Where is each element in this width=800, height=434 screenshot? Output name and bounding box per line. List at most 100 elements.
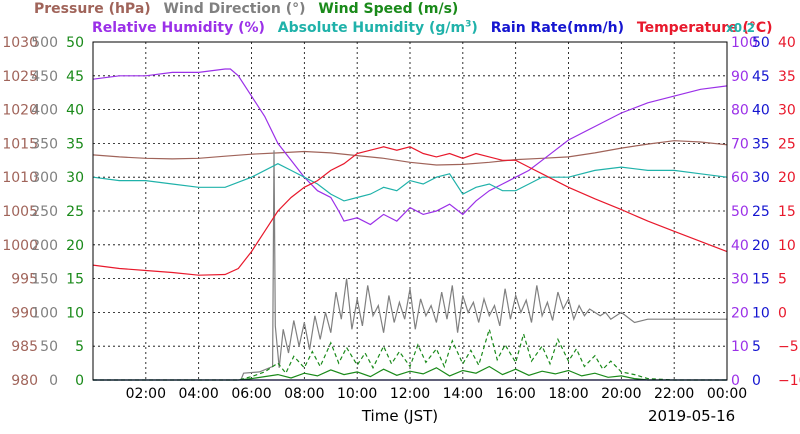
x-tick-label: 06:00 — [231, 386, 271, 402]
y-tick-label-wind_direction: 300 — [31, 170, 58, 186]
y-tick-label-wind_speed: 30 — [66, 170, 84, 186]
y-tick-label-pressure: 1000 — [2, 238, 38, 254]
y-tick-label-temperature: 10 — [778, 238, 796, 254]
x-tick-label: 00:00 — [707, 386, 747, 402]
x-tick-label: 10:00 — [337, 386, 377, 402]
y-tick-label-wind_direction: 100 — [31, 305, 58, 321]
y-tick-label-wind_speed: 50 — [66, 35, 84, 51]
legend-row-1: Pressure (hPa) Wind Direction (°) Wind S… — [34, 1, 466, 17]
y-tick-label-rain_rate: 15 — [752, 272, 770, 288]
y-tick-label-relative_humidity: 20 — [731, 305, 749, 321]
legend-rain-rate: Rain Rate(mm/h) — [490, 20, 625, 36]
y-tick-label-wind_direction: 150 — [31, 272, 58, 288]
legend-relative-humidity: Relative Humidity (%) — [92, 20, 265, 36]
y-tick-label-temperature: 15 — [778, 204, 796, 220]
y-tick-label-relative_humidity: 80 — [731, 103, 749, 119]
x-tick-label: 20:00 — [601, 386, 641, 402]
y-tick-label-relative_humidity: 50 — [731, 204, 749, 220]
y-tick-label-temperature: 20 — [778, 170, 796, 186]
x-tick-label: 22:00 — [654, 386, 694, 402]
y-tick-label-pressure: 1015 — [2, 136, 38, 152]
y-tick-label-rain_rate: 30 — [752, 170, 770, 186]
y-tick-label-temperature: −5 — [778, 339, 799, 355]
y-tick-label-pressure: 985 — [11, 339, 38, 355]
y-tick-label-wind_direction: 400 — [31, 103, 58, 119]
y-tick-label-wind_speed: 0 — [75, 373, 84, 389]
y-tick-label-pressure: 980 — [11, 373, 38, 389]
y-tick-label-pressure: 995 — [11, 272, 38, 288]
y-tick-label-relative_humidity: 60 — [731, 170, 749, 186]
y-tick-label-wind_direction: 200 — [31, 238, 58, 254]
y-tick-label-relative_humidity: 100 — [731, 35, 758, 51]
y-tick-label-rain_rate: 50 — [752, 35, 770, 51]
y-tick-label-wind_speed: 15 — [66, 272, 84, 288]
y-tick-label-relative_humidity: 70 — [731, 136, 749, 152]
x-tick-labels: 02:00 04:00 06:00 08:00 10:00 12:00 14:00 16:00… — [126, 386, 748, 402]
y-tick-label-rain_rate: 20 — [752, 238, 770, 254]
y-tick-label-rain_rate: 10 — [752, 305, 770, 321]
grid — [93, 42, 727, 380]
series-line-temperature — [92, 146, 728, 276]
legend-wind-direction: Wind Direction (°) — [163, 1, 306, 17]
y-tick-label-wind_speed: 20 — [66, 238, 84, 254]
y-tick-label-wind_direction: 350 — [31, 136, 58, 152]
series-line-relative_humidity — [92, 68, 728, 226]
series-line-wind_direction — [240, 150, 727, 381]
y-tick-label-relative_humidity: 40 — [731, 238, 749, 254]
y-tick-label-wind_direction: 50 — [40, 339, 58, 355]
y-tick-label-wind_direction: 0 — [49, 373, 58, 389]
series-line-wind_speed — [93, 365, 727, 381]
abs-humidity-scale-note: x0.2 — [726, 21, 755, 35]
y-tick-label-wind_speed: 40 — [66, 103, 84, 119]
y-tick-label-relative_humidity: 10 — [731, 339, 749, 355]
y-tick-label-temperature: 25 — [778, 136, 796, 152]
y-tick-label-rain_rate: 45 — [752, 69, 770, 85]
x-axis-label: Time (JST) — [361, 407, 439, 425]
series-line-pressure — [92, 140, 728, 166]
series-line-absolute_humidity — [92, 163, 728, 202]
y-tick-label-pressure: 1025 — [2, 69, 38, 85]
y-tick-label-pressure: 990 — [11, 305, 38, 321]
y-tick-label-rain_rate: 0 — [752, 373, 761, 389]
y-tick-label-pressure: 1030 — [2, 35, 38, 51]
y-tick-label-temperature: 5 — [778, 272, 787, 288]
legend-temperature: Temperature (°C) — [636, 20, 773, 36]
y-tick-label-pressure: 1020 — [2, 103, 38, 119]
y-tick-label-relative_humidity: 90 — [731, 69, 749, 85]
x-tick-label: 14:00 — [443, 386, 483, 402]
y-tick-label-pressure: 1005 — [2, 204, 38, 220]
legend-row-2: Relative Humidity (%) Absolute Humidity … — [92, 20, 781, 36]
y-tick-label-rain_rate: 5 — [752, 339, 761, 355]
y-tick-label-temperature: 35 — [778, 69, 796, 85]
y-tick-label-temperature: −10 — [778, 373, 800, 389]
x-tick-label: 16:00 — [495, 386, 535, 402]
x-tick-label: 12:00 — [390, 386, 430, 402]
plot-frame — [92, 41, 728, 381]
series-line-wind_speed-gust — [93, 327, 727, 381]
legend-pressure: Pressure (hPa) — [34, 1, 151, 17]
y-tick-label-wind_direction: 500 — [31, 35, 58, 51]
x-tick-label: 02:00 — [126, 386, 166, 402]
y-tick-label-wind_speed: 25 — [66, 204, 84, 220]
y-tick-label-pressure: 1010 — [2, 170, 38, 186]
y-tick-label-temperature: 30 — [778, 103, 796, 119]
y-tick-label-wind_speed: 5 — [75, 339, 84, 355]
y-tick-label-rain_rate: 25 — [752, 204, 770, 220]
y-tick-label-wind_direction: 250 — [31, 204, 58, 220]
y-tick-label-rain_rate: 35 — [752, 136, 770, 152]
y-tick-labels: 9809859909951000100510101015102010251030… — [2, 35, 800, 389]
x-tick-label: 04:00 — [178, 386, 218, 402]
y-tick-label-relative_humidity: 0 — [731, 373, 740, 389]
y-tick-label-wind_speed: 45 — [66, 69, 84, 85]
y-tick-label-temperature: 0 — [778, 305, 787, 321]
y-tick-label-rain_rate: 40 — [752, 103, 770, 119]
y-tick-label-wind_speed: 10 — [66, 305, 84, 321]
x-tick-label: 08:00 — [284, 386, 324, 402]
legend-wind-speed: Wind Speed (m/s) — [318, 1, 459, 17]
x-tick-label: 18:00 — [548, 386, 588, 402]
y-tick-label-wind_direction: 450 — [31, 69, 58, 85]
date-label: 2019-05-16 — [648, 407, 736, 425]
legend-absolute-humidity: Absolute Humidity (g/m3) — [277, 19, 478, 36]
y-tick-label-wind_speed: 35 — [66, 136, 84, 152]
